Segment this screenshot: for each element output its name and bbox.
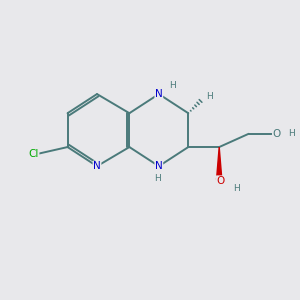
Text: H: H	[206, 92, 213, 100]
Text: N: N	[93, 161, 101, 171]
Polygon shape	[217, 147, 222, 179]
Text: Cl: Cl	[28, 149, 39, 159]
Text: H: H	[169, 81, 176, 90]
Text: N: N	[155, 89, 163, 99]
Text: H: H	[233, 184, 240, 194]
Text: H: H	[154, 174, 161, 183]
Text: H: H	[289, 129, 295, 138]
Text: N: N	[155, 161, 163, 171]
Text: O: O	[272, 129, 281, 139]
Text: O: O	[217, 176, 225, 186]
